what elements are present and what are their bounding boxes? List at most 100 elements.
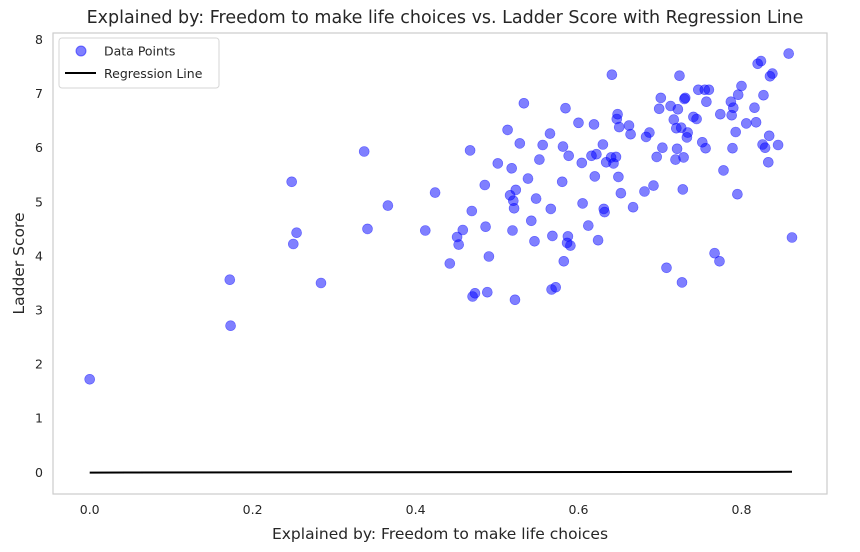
data-point: [597, 139, 609, 150]
data-point: [759, 142, 771, 153]
legend: Data Points Regression Line: [58, 37, 220, 89]
data-point: [562, 231, 574, 242]
data-point: [589, 171, 601, 182]
data-point: [576, 157, 588, 169]
data-point: [529, 236, 540, 247]
data-point: [613, 121, 625, 133]
data-point: [492, 158, 504, 169]
data-point: [537, 139, 549, 151]
x-axis-label: Explained by: Freedom to make life choic…: [272, 525, 608, 543]
legend-box: [58, 37, 220, 89]
x-axis-ticks: 0.0 0.2 0.4 0.6 0.8: [80, 502, 752, 517]
data-point: [525, 215, 537, 227]
data-point: [563, 150, 575, 162]
data-point: [481, 286, 493, 298]
data-point: [653, 103, 665, 115]
data-point: [730, 126, 742, 138]
legend-label-regression-line: Regression Line: [104, 66, 203, 81]
data-point: [767, 68, 778, 79]
data-point: [547, 230, 558, 242]
data-point: [582, 220, 594, 231]
data-point: [358, 146, 370, 157]
data-point: [483, 251, 495, 262]
data-point: [557, 141, 569, 152]
data-point: [556, 176, 568, 188]
data-point: [560, 102, 571, 114]
data-point: [509, 294, 521, 306]
data-point: [577, 198, 588, 209]
data-point: [655, 92, 667, 104]
data-point: [518, 98, 530, 109]
data-point: [732, 188, 743, 200]
data-point: [623, 120, 635, 131]
data-point: [315, 277, 327, 289]
y-tick-label: 2: [35, 357, 43, 372]
data-point: [786, 232, 798, 243]
data-point: [727, 142, 738, 154]
data-point: [682, 127, 694, 138]
data-point: [479, 179, 491, 191]
data-point: [507, 225, 518, 236]
y-tick-label: 0: [35, 465, 43, 480]
data-point: [225, 320, 236, 332]
data-point: [464, 145, 476, 156]
y-tick-label: 8: [35, 32, 43, 47]
data-point: [657, 142, 668, 153]
data-point: [691, 113, 702, 125]
data-point: [661, 262, 672, 274]
data-point: [444, 258, 456, 269]
regression-line: [89, 470, 793, 474]
data-point: [544, 128, 556, 139]
data-point: [672, 104, 684, 115]
data-point: [469, 287, 481, 299]
data-point: [606, 69, 618, 80]
data-point: [783, 48, 795, 59]
data-point: [750, 117, 762, 128]
data-point: [612, 108, 623, 120]
data-point: [762, 157, 774, 168]
data-point: [534, 154, 545, 165]
data-point: [84, 373, 95, 385]
x-tick-label: 0.6: [569, 502, 589, 517]
data-point: [718, 165, 729, 176]
data-point: [627, 201, 639, 213]
data-point: [714, 255, 725, 267]
y-tick-label: 5: [35, 194, 43, 209]
data-point: [648, 180, 659, 191]
regression-layer: [89, 470, 793, 474]
data-point: [727, 102, 739, 113]
data-point: [530, 193, 542, 204]
data-point: [362, 223, 373, 235]
data-point: [599, 206, 610, 218]
data-point: [291, 227, 302, 238]
y-tick-label: 6: [35, 140, 43, 155]
data-point: [224, 274, 236, 286]
data-point: [644, 127, 655, 138]
x-tick-label: 0.0: [80, 502, 100, 517]
data-point: [506, 163, 518, 174]
plot-area-frame: [52, 32, 828, 495]
data-point: [558, 255, 570, 267]
data-point: [701, 96, 712, 107]
data-point: [429, 187, 441, 198]
data-point: [755, 55, 767, 67]
legend-label-data-points: Data Points: [104, 44, 175, 59]
data-point: [736, 80, 747, 92]
data-point: [676, 277, 688, 288]
legend-marker-data-points: [75, 45, 87, 57]
x-tick-label: 0.4: [406, 502, 426, 517]
data-point: [610, 151, 622, 163]
y-axis-ticks: 0 1 2 3 4 5 6 7 8: [35, 32, 43, 480]
data-point: [674, 70, 685, 81]
data-point: [758, 89, 769, 101]
scatter-points: [84, 48, 798, 385]
data-point: [679, 92, 691, 104]
data-point: [508, 203, 520, 214]
x-tick-label: 0.8: [732, 502, 752, 517]
data-point: [772, 139, 784, 151]
data-point: [480, 221, 491, 232]
data-point: [671, 143, 683, 155]
data-point: [286, 176, 298, 188]
data-point: [466, 205, 478, 217]
